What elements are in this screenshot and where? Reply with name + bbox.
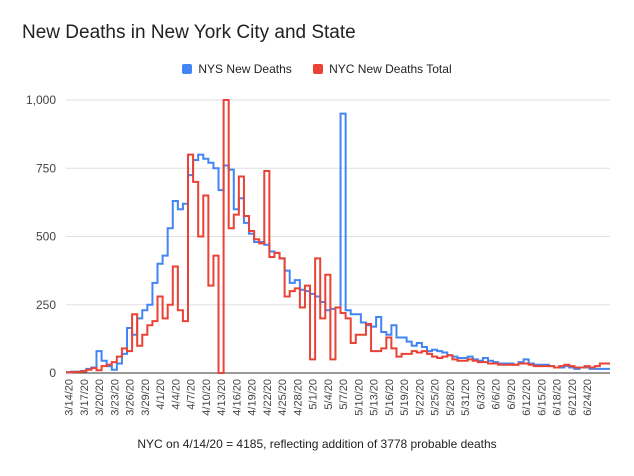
x-tick-label: 5/7/20 — [338, 379, 350, 410]
legend-label-nyc: NYC New Deaths Total — [329, 62, 452, 76]
x-tick-label: 6/3/20 — [475, 379, 487, 410]
x-tick-label: 4/13/20 — [216, 379, 228, 416]
y-tick-label: 750 — [36, 161, 56, 175]
x-tick-label: 4/19/20 — [247, 379, 259, 416]
x-tick-label: 6/21/20 — [567, 379, 579, 416]
legend-swatch-nyc — [313, 64, 324, 74]
x-axis-ticks: 3/14/20 3/17/20 3/20/20 3/23/20 3/26/20 3/29/… — [64, 379, 595, 416]
x-tick-label: 3/23/20 — [109, 379, 121, 416]
x-tick-label: 5/16/20 — [384, 379, 396, 416]
x-tick-label: 4/22/20 — [262, 379, 274, 416]
x-tick-label: 3/17/20 — [79, 379, 91, 416]
x-tick-label: 4/28/20 — [292, 379, 304, 416]
x-tick-label: 4/4/20 — [170, 379, 182, 410]
x-tick-label: 4/1/20 — [155, 379, 167, 410]
x-tick-label: 5/28/20 — [445, 379, 457, 416]
series-lines — [66, 99, 610, 374]
gridlines — [66, 99, 610, 374]
x-tick-label: 4/25/20 — [277, 379, 289, 416]
x-tick-label: 5/31/20 — [460, 379, 472, 416]
x-tick-label: 3/14/20 — [64, 379, 76, 416]
legend-item-nyc[interactable]: NYC New Deaths Total — [313, 62, 452, 76]
x-tick-label: 3/20/20 — [94, 379, 106, 416]
legend-label-nys: NYS New Deaths — [198, 62, 292, 76]
legend-item-nys[interactable]: NYS New Deaths — [182, 62, 292, 76]
y-tick-label: 0 — [49, 366, 56, 380]
x-tick-label: 6/18/20 — [552, 379, 564, 416]
y-axis-ticks: 0 250 500 750 1,000 — [26, 93, 56, 380]
x-tick-label: 4/10/20 — [201, 379, 213, 416]
x-tick-label: 4/16/20 — [231, 379, 243, 416]
series-line-nyc — [66, 99, 610, 374]
x-tick-label: 3/26/20 — [125, 379, 137, 416]
x-tick-label: 5/13/20 — [369, 379, 381, 416]
x-tick-label: 5/22/20 — [414, 379, 426, 416]
y-tick-label: 250 — [36, 298, 56, 312]
x-tick-label: 6/24/20 — [582, 379, 594, 416]
legend: NYS New Deaths NYC New Deaths Total — [0, 62, 634, 77]
x-tick-label: 5/1/20 — [308, 379, 320, 410]
x-tick-label: 6/9/20 — [506, 379, 518, 410]
x-tick-label: 5/19/20 — [399, 379, 411, 416]
x-tick-label: 6/12/20 — [521, 379, 533, 416]
chart-title: New Deaths in New York City and State — [22, 22, 356, 43]
x-tick-label: 6/6/20 — [491, 379, 503, 410]
x-tick-label: 5/4/20 — [323, 379, 335, 410]
chart-footnote: NYC on 4/14/20 = 4185, reflecting additi… — [137, 437, 497, 451]
y-tick-label: 1,000 — [26, 93, 56, 107]
x-tick-label: 6/15/20 — [536, 379, 548, 416]
x-tick-label: 5/25/20 — [430, 379, 442, 416]
x-tick-label: 5/10/20 — [353, 379, 365, 416]
x-tick-label: 4/7/20 — [186, 379, 198, 410]
legend-swatch-nys — [182, 64, 193, 74]
y-tick-label: 500 — [36, 230, 56, 244]
x-tick-label: 3/29/20 — [140, 379, 152, 416]
